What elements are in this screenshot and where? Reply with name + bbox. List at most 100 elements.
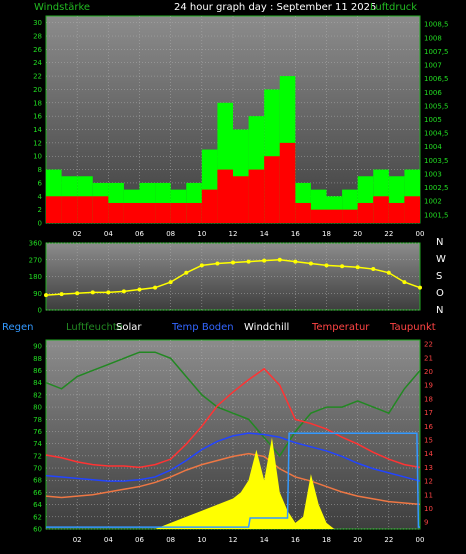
solar-area [46,437,420,529]
y-left-tick-label: 60 [33,526,42,534]
y-right-tick-label: 1005,5 [424,102,449,110]
wind-bar [108,202,124,223]
y-left-tick-label: 90 [33,343,42,351]
x-tick-label: 16 [291,536,300,544]
x-tick-label: 12 [229,230,238,238]
x-tick-label: 18 [322,536,331,544]
x-tick-label: 08 [166,536,175,544]
y-right-tick-label: 1005 [424,116,442,124]
y-right-tick-label: 1003 [424,170,442,178]
wind-axis-label: Windstärke [34,2,90,13]
legend-rain: Regen [2,322,34,333]
wind-bar [77,196,93,223]
humidity-line [45,351,421,458]
y-right-tick-label: 17 [424,409,433,417]
wind-bar [248,169,265,223]
y-left-tick-label: 20 [33,86,42,94]
y-right-tick-label: 1007 [424,62,442,70]
y-left-tick-label: 72 [33,452,42,460]
x-tick-label: 14 [260,536,269,544]
y-left-tick-label: 10 [33,153,42,161]
wind-bar [357,202,374,223]
wind-bar [61,196,78,223]
y-left-tick-label: 86 [33,367,42,375]
chart-title: 24 hour graph day : September 11 2025 [174,2,376,13]
y-left-tick-label: 90 [33,290,42,298]
wind-bar [310,209,327,223]
y-left-tick-label: 80 [33,404,42,412]
y-right-tick-label: 19 [424,382,433,390]
legend-soil-temp: Temp Boden [171,322,234,333]
y-right-tick-label: 14 [424,450,433,458]
wind-bar [46,196,62,223]
x-tick-label: 06 [135,230,144,238]
wind-bar [233,176,249,223]
x-tick-label: 20 [353,230,362,238]
y-right-tick-label: 1002 [424,198,442,206]
wind-bar [388,202,405,223]
y-right-tick-label: 10 [424,505,433,513]
x-tick-label: 10 [197,536,206,544]
y-right-tick-label: 1002,5 [424,184,449,192]
y-left-tick-label: 12 [33,139,42,147]
x-tick-label: 02 [73,536,82,544]
compass-label: N [436,237,443,248]
y-left-tick-label: 74 [33,440,42,448]
x-tick-label: 02 [73,230,82,238]
y-left-tick-label: 22 [33,73,42,81]
x-tick-label: 04 [104,536,113,544]
y-right-tick-label: 22 [424,341,433,349]
dew-point-line [45,452,421,506]
wind-bar [326,209,343,223]
y-left-tick-label: 84 [33,379,42,387]
legend-dewpoint: Taupunkt [389,322,436,333]
y-left-tick-label: 4 [38,193,43,201]
x-tick-label: 08 [166,230,175,238]
y-left-tick-label: 6 [38,179,43,187]
wind-bar [170,202,187,223]
x-tick-label: 06 [135,536,144,544]
x-tick-label: 00 [416,536,425,544]
x-tick-label: 12 [229,536,238,544]
compass-label: S [436,271,442,282]
x-tick-label: 18 [322,230,331,238]
y-left-tick-label: 0 [38,307,42,315]
soil-temperature-line [45,432,421,482]
y-left-tick-label: 76 [33,428,42,436]
y-left-tick-label: 62 [33,513,42,521]
x-tick-label: 22 [384,536,393,544]
wind-bar [342,209,358,223]
legend-temperature: Temperatur [311,322,370,333]
y-right-tick-label: 1003,5 [424,157,449,165]
y-left-tick-label: 30 [33,19,42,27]
x-tick-label: 00 [416,230,425,238]
panel-temperature [45,339,421,530]
compass-label: N [436,305,443,316]
y-left-tick-label: 68 [33,477,42,485]
y-right-tick-label: 1006,5 [424,75,449,83]
y-right-tick-label: 1006 [424,89,442,97]
y-right-tick-label: 1001,5 [424,211,449,219]
y-left-tick-label: 66 [33,489,42,497]
legend-solar: Solar [116,322,142,333]
wind-bar [404,196,420,223]
rain-line [46,432,420,528]
wind-bar [373,196,389,223]
wind-bar [264,156,280,223]
wind-bar [217,169,233,223]
y-left-tick-label: 18 [33,99,42,107]
wind-bar [155,202,171,223]
y-right-tick-label: 11 [424,491,433,499]
x-tick-label: 14 [260,230,269,238]
wind-bar [92,196,109,223]
wind-bar [123,202,140,223]
y-left-tick-label: 360 [29,240,42,248]
y-left-tick-label: 28 [33,33,42,41]
y-left-tick-label: 180 [29,273,42,281]
temperature-line [45,367,421,469]
legend-humidity: Luftfeuchte [66,322,123,333]
wind-bar [201,189,218,223]
y-left-tick-label: 64 [33,501,42,509]
y-right-tick-label: 16 [424,423,433,431]
y-right-tick-label: 1008,5 [424,21,449,29]
